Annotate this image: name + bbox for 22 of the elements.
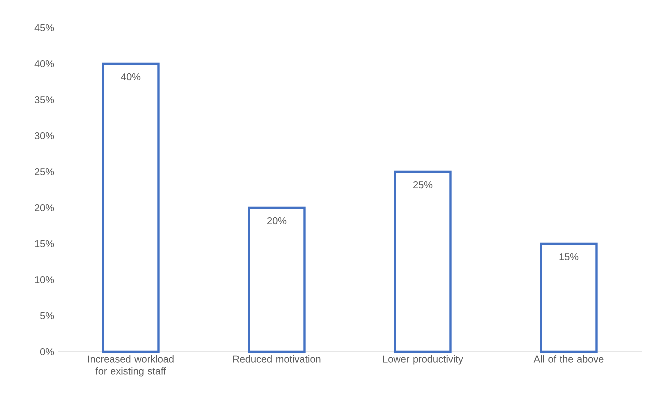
data-label: 25%	[414, 182, 433, 189]
y-tick-label: 15%	[35, 240, 54, 248]
data-label: 40%	[121, 74, 141, 81]
x-tick-label: Reduced motivation	[234, 356, 321, 363]
y-tick-label: 35%	[34, 96, 54, 104]
bar	[102, 62, 160, 354]
x-tick-label: Increased workload for existing staff	[88, 356, 174, 377]
y-tick-label: 0%	[40, 348, 54, 356]
y-tick-label: 25%	[35, 168, 54, 176]
x-tick-label: All of the above	[534, 356, 604, 363]
bar	[540, 242, 598, 354]
y-tick-label: 20%	[35, 204, 54, 212]
y-tick-label: 30%	[34, 132, 54, 140]
bar	[394, 170, 452, 354]
y-tick-label: 5%	[40, 312, 54, 320]
x-tick-label: Lower productivity	[383, 356, 464, 365]
y-tick-label: 45%	[34, 24, 54, 32]
y-tick-label: 10%	[35, 276, 54, 284]
bar	[248, 206, 306, 354]
data-label: 15%	[560, 254, 579, 261]
y-tick-label: 40%	[34, 60, 54, 68]
data-label: 20%	[268, 218, 287, 225]
